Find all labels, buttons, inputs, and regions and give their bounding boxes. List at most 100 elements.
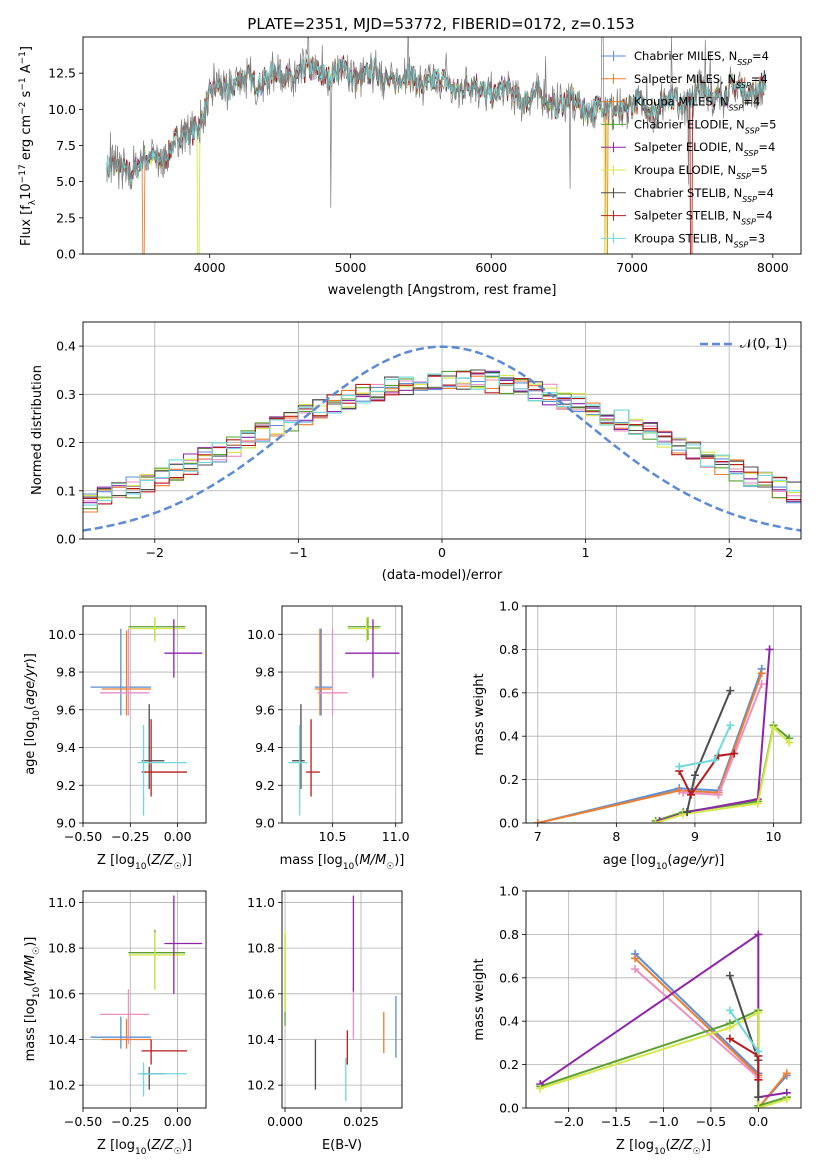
weight-series-kroupa_stelib (725, 1006, 763, 1056)
point-marker (710, 756, 719, 765)
y-tick-label: 12.5 (48, 66, 76, 81)
errorbar-salpeter_miles (101, 1018, 152, 1049)
x-tick-label: 10.5 (319, 829, 347, 844)
point-marker (769, 723, 778, 732)
y-tick-label: 0.1 (56, 483, 76, 498)
x-tick-label: −2.0 (553, 1114, 583, 1129)
x-tick-label: −0.25 (111, 1114, 149, 1129)
y-tick-label: 10.8 (48, 941, 76, 956)
x-tick-label: 11.0 (382, 829, 410, 844)
y-tick-label: 9.0 (56, 816, 76, 831)
y-axis-label: mass weight (472, 673, 487, 755)
point-marker (754, 930, 763, 939)
x-axis-label: wavelength [Angstrom, rest frame] (328, 283, 557, 298)
y-tick-label: 0.0 (56, 247, 76, 262)
x-axis-label: (data-model)/error (382, 568, 503, 583)
y-axis-label: Normed distribution (30, 365, 45, 495)
y-tick-label: 9.4 (56, 740, 76, 755)
x-tick-label: 8 (612, 829, 620, 844)
y-tick-label: 10.6 (247, 986, 275, 1001)
point-marker (782, 1095, 791, 1104)
errorbar-chabrier_stelib (141, 1066, 165, 1090)
y-tick-label: 0.6 (499, 685, 519, 700)
y-tick-label: 10.2 (247, 1078, 275, 1093)
errorbar-salpeter_stelib (306, 719, 320, 797)
y-tick-label: 9.8 (255, 665, 275, 680)
y-axis-label: age [log10(age/yr)] (23, 653, 42, 775)
point-marker (757, 680, 766, 689)
errorbar-kroupa_elodie (128, 932, 186, 990)
mass_vs_Z-axes: −0.50 −0.25 0.00 10.2 10.4 10.6 10.8 11.0 Z [log… (23, 890, 207, 1157)
mass_weight_vs_age-plot-area (526, 606, 801, 823)
point-marker (687, 790, 695, 799)
histogram-kroupa_stelib (83, 372, 801, 506)
errorbar-kroupa_elodie (347, 617, 380, 642)
y-tick-label: 10.4 (247, 1032, 275, 1047)
model-spectrum-kroupa_stelib (106, 54, 767, 183)
x-tick-label: −1.5 (601, 1114, 631, 1129)
x-tick-label: 1 (582, 545, 590, 560)
y-tick-label: 0.8 (499, 927, 519, 942)
errorbar-kroupa_stelib (137, 724, 188, 816)
y-tick-label: 10.0 (48, 102, 76, 117)
point-marker (725, 1006, 734, 1015)
y-tick-label: 10.2 (48, 1078, 76, 1093)
x-tick-label: −0.50 (64, 1114, 102, 1129)
normal-curve (83, 345, 801, 532)
point-marker (753, 799, 762, 808)
y-tick-label: 10.4 (48, 1032, 76, 1047)
errorbar-salpeter_stelib (141, 1039, 188, 1065)
point-marker (785, 738, 794, 747)
x-axis-label: Z [log10(Z/Z☉)] (97, 1138, 192, 1157)
y-tick-label: 0.2 (499, 1057, 519, 1072)
legend-entry: Kroupa ELODIE, NSSP=5 (634, 163, 768, 181)
y-tick-label: 9.2 (255, 778, 275, 793)
mass_vs_Z-plot-area (83, 891, 206, 1108)
legend-entry: Kroupa STELIB, NSSP=3 (634, 231, 765, 249)
point-marker (714, 790, 723, 799)
legend-entry: Salpeter STELIB, NSSP=4 (634, 209, 773, 227)
weight-series-chabrier_stelib (683, 686, 735, 817)
y-tick-label: 10.0 (247, 627, 275, 642)
errorbar-pink (317, 628, 348, 716)
y-tick-label: 0.0 (499, 1101, 519, 1116)
errorbar-salpeter_elodie (164, 619, 203, 678)
x-tick-label: −1 (289, 545, 307, 560)
legend-entry: Chabrier MILES, NSSP=4 (634, 49, 769, 67)
axes-frame (82, 321, 802, 540)
point-marker (536, 1084, 545, 1093)
point-marker (725, 971, 734, 980)
x-tick-label: 0.00 (164, 829, 192, 844)
point-marker (675, 762, 684, 771)
errorbar-chabrier_miles (90, 628, 152, 716)
y-tick-label: 0.3 (56, 387, 76, 402)
axes-frame (281, 605, 403, 824)
series-line (537, 668, 763, 823)
y-tick-label: 10.0 (48, 627, 76, 642)
y-tick-label: 0.8 (499, 642, 519, 657)
point-marker (533, 819, 542, 823)
point-marker (754, 1047, 763, 1056)
age_vs_mass-plot-area (282, 606, 402, 823)
errorbar-kroupa_elodie (128, 617, 186, 642)
point-marker (725, 1023, 734, 1032)
axes-frame (82, 36, 802, 255)
chart-title: PLATE=2351, MJD=53772, FIBERID=0172, z=0… (247, 15, 634, 33)
point-marker (754, 1075, 763, 1084)
observed-spectrum (106, 37, 767, 208)
mass_weight_vs_Z-axes: −2.0 −1.5 −1.0 −0.5 0.0 0.0 0.2 0.4 0.6 0.8 1.0 mas… (472, 884, 802, 1157)
errorbar-salpeter_miles (314, 628, 332, 716)
y-tick-label: 0.2 (56, 435, 76, 450)
spectrum-plot-area (106, 37, 767, 254)
x-tick-label: 0 (438, 545, 446, 560)
point-marker (754, 1093, 763, 1102)
x-axis-label: E(B-V) (322, 1138, 362, 1153)
mass_vs_EBV-plot-area (282, 891, 402, 1108)
y-tick-label: 9.0 (255, 816, 275, 831)
age_vs_mass-axes: 10.5 11.0 9.0 9.2 9.4 9.6 9.8 10.0 mass [log10(M… (247, 605, 410, 872)
point-marker (725, 1034, 734, 1043)
y-axis-label: Flux [fλ10−17 erg cm−2 s−1 A−1] (18, 46, 38, 246)
legend-entry: Salpeter MILES, NSSP=4 (634, 72, 768, 90)
errorbar-chabrier_miles (90, 1016, 152, 1049)
point-marker (782, 1069, 791, 1078)
